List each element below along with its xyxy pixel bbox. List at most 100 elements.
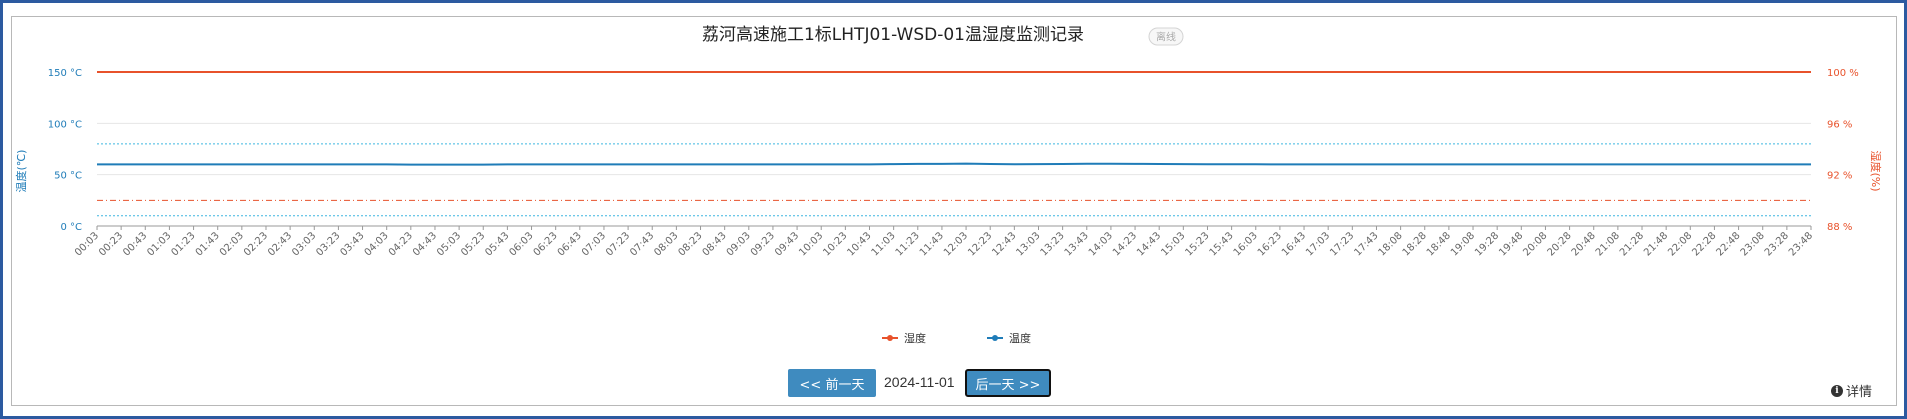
x-tick-label: 22:48 [1715, 230, 1743, 258]
y-left-tick-label: 50 °C [54, 171, 82, 182]
x-tick-label: 19:08 [1449, 230, 1477, 258]
x-tick-label: 01:43 [194, 230, 222, 258]
series-line-temperature [97, 162, 1811, 166]
x-tick-label: 18:48 [1425, 230, 1453, 258]
x-tick-label: 04:43 [411, 230, 439, 258]
x-tick-label: 22:28 [1690, 230, 1718, 258]
info-icon: i [1830, 384, 1843, 397]
x-tick-label: 08:43 [701, 230, 729, 258]
x-tick-label: 06:23 [532, 230, 560, 258]
x-tick-label: 12:23 [966, 230, 994, 258]
x-tick-label: 14:03 [1087, 230, 1115, 258]
x-tick-label: 02:23 [242, 230, 270, 258]
chart-panel: 0 °C 50 °C 100 °C 150 °C 88 % 92 % 96 % 100 % … [11, 16, 1897, 406]
x-tick-label: 04:23 [387, 230, 415, 258]
x-tick-label: 19:48 [1497, 230, 1525, 258]
x-tick-label: 01:23 [170, 230, 198, 258]
x-tick-label: 16:23 [1256, 230, 1284, 258]
x-tick-label: 17:03 [1304, 230, 1332, 258]
x-tick-label: 21:08 [1594, 230, 1622, 258]
x-tick-label: 01:03 [145, 230, 173, 258]
detail-label: 详情 [1845, 385, 1872, 400]
status-badge: 离线 [1148, 27, 1184, 46]
x-tick-label: 22:08 [1666, 230, 1694, 258]
x-tick-label: 13:03 [1014, 230, 1042, 258]
x-tick-label: 07:43 [628, 230, 656, 258]
y-right-axis-label: 湿度(%) [1869, 150, 1883, 191]
x-tick-label: 09:43 [773, 230, 801, 258]
x-tick-label: 02:43 [266, 230, 294, 258]
x-tick-label: 11:03 [870, 230, 898, 258]
x-tick-label: 15:23 [1183, 230, 1211, 258]
x-tick-label: 09:03 [725, 230, 753, 258]
x-tick-label: 09:23 [749, 230, 777, 258]
x-tick-label: 07:03 [580, 230, 608, 258]
y-left-axis-label: 温度(℃) [14, 150, 28, 193]
x-tick-label: 13:43 [1063, 230, 1091, 258]
x-tick-label: 00:03 [73, 230, 101, 258]
y-right-tick-label: 88 % [1827, 222, 1852, 233]
x-tick-label: 19:28 [1473, 230, 1501, 258]
x-tick-label: 11:43 [918, 230, 946, 258]
y-right-tick-label: 100 % [1827, 68, 1859, 79]
x-tick-label: 14:23 [1111, 230, 1139, 258]
y-left-tick-label: 150 °C [48, 68, 82, 79]
x-tick-label: 15:03 [1159, 230, 1187, 258]
x-tick-label: 17:43 [1352, 230, 1380, 258]
x-tick-label: 20:08 [1521, 230, 1549, 258]
x-tick-label: 13:23 [1039, 230, 1067, 258]
x-tick-label: 06:43 [556, 230, 584, 258]
x-tick-label: 07:23 [604, 230, 632, 258]
y-right-tick-label: 96 % [1827, 119, 1852, 130]
x-tick-label: 03:23 [314, 230, 342, 258]
x-tick-label: 10:23 [821, 230, 849, 258]
x-tick-label: 14:43 [1135, 230, 1163, 258]
x-tick-label: 23:08 [1739, 230, 1767, 258]
legend-label: 湿度 [904, 331, 926, 345]
x-tick-label: 00:23 [97, 230, 125, 258]
legend: 湿度 温度 [882, 331, 1031, 345]
x-tick-label: 18:08 [1377, 230, 1405, 258]
next-day-button[interactable]: 后一天 >> [965, 369, 1051, 397]
x-tick-label: 04:03 [363, 230, 391, 258]
x-tick-label: 03:03 [290, 230, 318, 258]
y-left-tick-label: 0 °C [60, 222, 82, 233]
x-tick-label: 23:28 [1763, 230, 1791, 258]
y-left-tick-label: 100 °C [48, 119, 82, 130]
x-tick-label: 23:48 [1787, 230, 1815, 258]
x-tick-label: 00:43 [121, 230, 149, 258]
x-tick-label: 15:43 [1208, 230, 1236, 258]
x-tick-label: 08:03 [652, 230, 680, 258]
x-tick-label: 02:03 [218, 230, 246, 258]
chart-title: 荔河高速施工1标LHTJ01-WSD-01温湿度监测记录 [702, 25, 1084, 45]
x-tick-label: 21:28 [1618, 230, 1646, 258]
prev-day-button[interactable]: << 前一天 [788, 369, 876, 397]
x-tick-label: 08:23 [676, 230, 704, 258]
x-tick-label: 03:43 [339, 230, 367, 258]
x-tick-label: 10:43 [845, 230, 873, 258]
x-tick-label: 20:48 [1570, 230, 1598, 258]
x-tick-label: 05:03 [435, 230, 463, 258]
status-badge-text: 离线 [1156, 31, 1176, 44]
legend-item[interactable]: 湿度 [882, 331, 926, 345]
legend-item[interactable]: 温度 [987, 331, 1031, 345]
legend-label: 温度 [1009, 331, 1031, 345]
x-tick-label: 17:23 [1328, 230, 1356, 258]
x-tick-label: 21:48 [1642, 230, 1670, 258]
x-tick-label: 20:28 [1546, 230, 1574, 258]
x-tick-label: 16:03 [1232, 230, 1260, 258]
x-tick-label: 18:28 [1401, 230, 1429, 258]
x-tick-label: 16:43 [1280, 230, 1308, 258]
x-tick-label: 11:23 [894, 230, 922, 258]
y-right-tick-label: 92 % [1827, 171, 1852, 182]
x-tick-label: 05:43 [483, 230, 511, 258]
x-tick-label: 12:03 [942, 230, 970, 258]
x-tick-label: 06:03 [507, 230, 535, 258]
current-date: 2024-11-01 [884, 374, 955, 390]
detail-link[interactable]: i 详情 [1830, 381, 1872, 400]
x-tick-label: 05:23 [459, 230, 487, 258]
x-tick-label: 10:03 [797, 230, 825, 258]
x-tick-label: 12:43 [990, 230, 1018, 258]
